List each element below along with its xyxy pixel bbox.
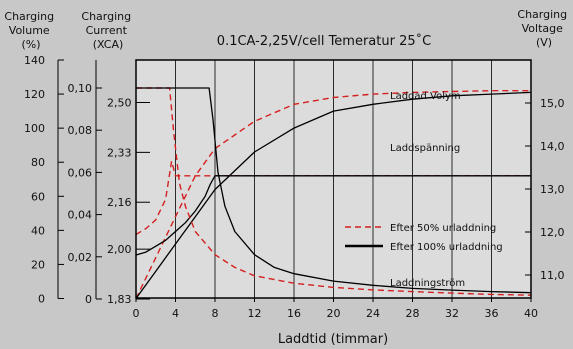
cell-voltage-tick-label: 2,50 — [107, 97, 132, 110]
charging-voltage-tick-label: 14,0 — [540, 140, 565, 153]
volume-axis: 0 20 40 60 80 100 120 140 — [24, 54, 64, 306]
curves — [135, 87, 532, 299]
volume-tick-label: 120 — [24, 88, 45, 101]
x-tick-label: 8 — [212, 307, 219, 320]
current-axis-label: Charging Current (XCA) — [81, 10, 134, 51]
volume-tick-label: 140 — [24, 54, 45, 67]
current-tick-label: 0,02 — [68, 251, 93, 264]
annotation-laddad-volym: Laddad Volym — [390, 91, 461, 102]
vertical-gridlines — [175, 60, 492, 298]
cell-voltage-tick-label: 1,83 — [107, 293, 132, 306]
x-tick-label: 28 — [406, 307, 420, 320]
volume-tick-label: 0 — [38, 293, 45, 306]
curve-current-50 — [136, 87, 532, 296]
current-tick-label: 0,08 — [68, 124, 93, 137]
charging-voltage-tick-label: 13,0 — [540, 183, 565, 196]
x-tick-label: 36 — [485, 307, 499, 320]
curve-volume-50 — [135, 89, 531, 299]
charging-voltage-tick-label: 11,0 — [540, 269, 565, 282]
volume-tick-label: 60 — [31, 190, 45, 203]
x-tick-label: 20 — [327, 307, 341, 320]
x-tick-label: 0 — [133, 307, 140, 320]
curve-voltage-100 — [135, 175, 531, 256]
cell-voltage-axis: 1,83 2,00 2,16 2,33 2,50 — [107, 97, 150, 306]
volume-tick-label: 100 — [24, 122, 45, 135]
x-tick-label: 40 — [524, 307, 538, 320]
current-tick-label: 0,06 — [68, 166, 93, 179]
x-axis-label: Laddtid (timmar) — [278, 332, 388, 347]
charging-voltage-tick-label: 15,0 — [540, 97, 565, 110]
curve-current-100 — [136, 87, 532, 294]
volume-tick-label: 20 — [31, 258, 45, 271]
charging-voltage-axis: 11,0 12,0 13,0 14,0 15,0 — [525, 97, 565, 282]
cell-voltage-tick-label: 2,33 — [107, 146, 132, 159]
cell-voltage-tick-label: 2,00 — [107, 243, 132, 256]
current-tick-label: 0,04 — [68, 209, 93, 222]
annotation-laddspanning: Laddspänning — [390, 143, 460, 154]
cell-voltage-tick-label: 2,16 — [107, 196, 132, 209]
current-tick-label: 0,10 — [68, 82, 93, 95]
charging-voltage-axis-label: Charging Voltage (V) — [517, 8, 570, 49]
volume-tick-label: 40 — [31, 224, 45, 237]
volume-tick-label: 80 — [31, 156, 45, 169]
x-axis: 0 4 8 12 16 20 24 28 32 36 40 — [133, 298, 538, 320]
legend: Efter 50% urladdning Efter 100% urladdni… — [345, 223, 503, 253]
x-tick-label: 24 — [366, 307, 380, 320]
x-tick-label: 4 — [172, 307, 179, 320]
volume-axis-label: Charging Volume (%) — [4, 10, 57, 51]
current-tick-label: 0 — [85, 293, 92, 306]
x-tick-label: 16 — [287, 307, 301, 320]
x-tick-label: 32 — [445, 307, 459, 320]
legend-label-50: Efter 50% urladdning — [390, 223, 496, 234]
x-tick-label: 12 — [248, 307, 262, 320]
curve-volume-100 — [135, 91, 532, 299]
chart-title: 0.1CA-2,25V/cell Temeratur 25˚C — [217, 33, 431, 49]
annotation-laddningstrom: Laddningström — [390, 278, 465, 289]
current-axis: 0 0,02 0,04 0,06 0,08 0,10 — [68, 60, 102, 306]
charging-voltage-tick-label: 12,0 — [540, 226, 565, 239]
legend-label-100: Efter 100% urladdning — [390, 242, 503, 253]
